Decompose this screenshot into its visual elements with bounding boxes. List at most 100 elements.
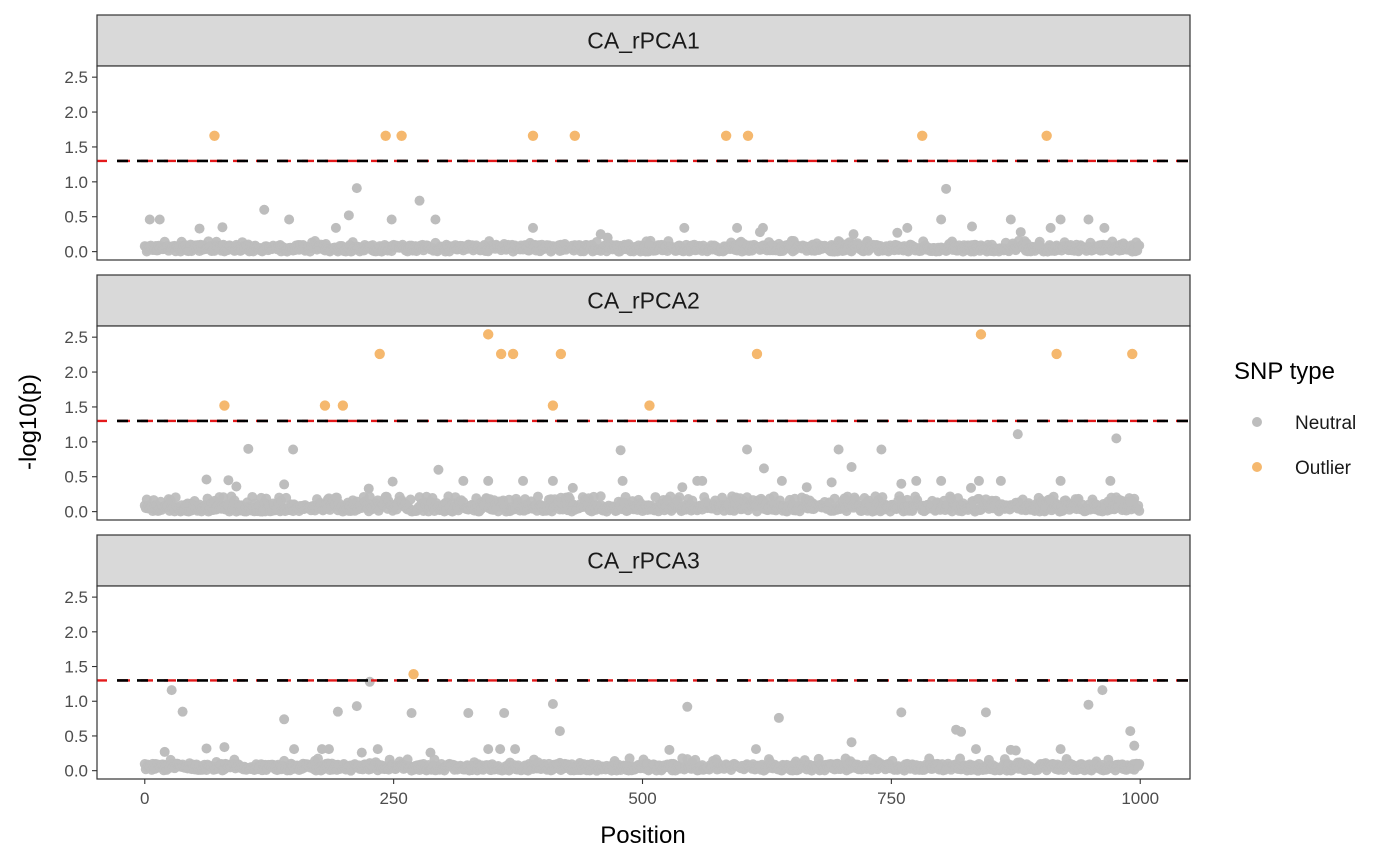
x-tick-label: 1000 (1121, 789, 1159, 808)
neutral-point (387, 476, 398, 487)
neutral-point (332, 706, 343, 717)
neutral-point (846, 737, 857, 748)
x-tick-label: 750 (877, 789, 905, 808)
y-tick-label: 2.5 (64, 588, 88, 607)
y-axis-title: -log10(p) (15, 374, 42, 470)
points (139, 668, 1145, 776)
facet-strip (96, 274, 1191, 327)
facet-strip (96, 14, 1191, 67)
neutral-point (911, 475, 922, 486)
neutral-point (279, 479, 290, 490)
outlier-point (527, 130, 539, 141)
legend-title: SNP type (1234, 358, 1335, 385)
neutral-point (144, 214, 155, 225)
outlier-point (396, 130, 407, 141)
y-tick-label: 0.5 (64, 208, 88, 227)
neutral-point (980, 707, 991, 718)
neutral-point (201, 743, 212, 754)
neutral-point (624, 753, 635, 764)
neutral-point (284, 214, 295, 225)
neutral-point (201, 474, 212, 485)
neutral-point (316, 744, 327, 755)
neutral-point (1134, 505, 1145, 516)
neutral-point (1015, 227, 1026, 238)
neutral-point (518, 475, 529, 486)
neutral-point (567, 482, 578, 493)
outlier-point (408, 668, 419, 680)
neutral-point (177, 706, 188, 717)
x-tick-label: 0 (140, 789, 149, 808)
outlier-point (751, 348, 763, 360)
neutral-point (259, 204, 270, 215)
neutral-point (892, 227, 903, 238)
outlier-point (917, 130, 928, 141)
neutral-point (936, 214, 947, 225)
neutral-point (776, 475, 787, 486)
neutral-point (372, 744, 383, 755)
neutral-point (217, 222, 228, 233)
neutral-point (1099, 222, 1110, 233)
outlier-point (1127, 348, 1138, 360)
neutral-point (1111, 433, 1122, 444)
y-tick-label: 0.0 (64, 503, 88, 522)
neutral-point (528, 222, 539, 233)
neutral-point (902, 222, 913, 233)
neutral-point (650, 492, 661, 503)
y-tick-label: 0.0 (64, 762, 88, 781)
neutral-point (956, 726, 967, 737)
panel-border (96, 325, 1191, 521)
neutral-point (414, 195, 425, 206)
y-tick-label: 2.5 (64, 328, 88, 347)
y-tick-label: 1.0 (64, 433, 88, 452)
neutral-point (877, 492, 888, 503)
neutral-point (970, 744, 981, 755)
neutral-point (941, 183, 952, 194)
outlier-point (742, 130, 754, 141)
neutral-point (406, 708, 417, 719)
neutral-point (433, 464, 444, 475)
neutral-point (826, 477, 837, 488)
panel-border (96, 585, 1191, 780)
neutral-point (243, 443, 254, 454)
neutral-point (351, 701, 362, 712)
y-tick-label: 2.0 (64, 103, 88, 122)
neutral-point (1045, 222, 1056, 233)
y-tick-label: 1.5 (64, 138, 88, 157)
neutral-point (595, 491, 606, 502)
neutral-point (330, 222, 341, 233)
neutral-point (602, 232, 613, 243)
x-tick-label: 500 (628, 789, 656, 808)
neutral-point (288, 444, 299, 455)
neutral-point (1055, 744, 1066, 755)
neutral-point (1083, 699, 1094, 710)
points (139, 329, 1145, 517)
neutral-point (801, 482, 812, 493)
neutral-point (896, 478, 907, 489)
neutral-point (231, 481, 242, 492)
neutral-point (1010, 745, 1021, 756)
neutral-point (425, 747, 436, 758)
y-tick-label: 1.5 (64, 398, 88, 417)
neutral-point (682, 701, 693, 712)
neutral-point (223, 475, 234, 486)
outlier-point (319, 400, 331, 411)
neutral-point (1134, 758, 1145, 769)
legend-key-neutral (1252, 417, 1262, 427)
neutral-point (405, 494, 416, 505)
neutral-point (1125, 726, 1136, 737)
neutral-point (219, 742, 230, 753)
panel-background (97, 66, 1190, 260)
outlier-point (1051, 348, 1062, 360)
legend-key-outlier (1252, 462, 1262, 472)
neutral-point (757, 222, 768, 233)
neutral-point (833, 444, 844, 455)
y-tick-label: 0.0 (64, 243, 88, 262)
neutral-point (363, 483, 374, 494)
neutral-point (463, 708, 474, 719)
panels-layer: CA_rPCA1 0.0 0.5 1.0 1.5 2.0 2.5 CA_rPCA2 0.0 0.5… (64, 14, 1191, 808)
outlier-point (569, 130, 581, 141)
outlier-point (975, 329, 987, 340)
neutral-point (323, 744, 334, 755)
legend-label-neutral: Neutral (1295, 413, 1356, 434)
neutral-point (697, 475, 708, 486)
